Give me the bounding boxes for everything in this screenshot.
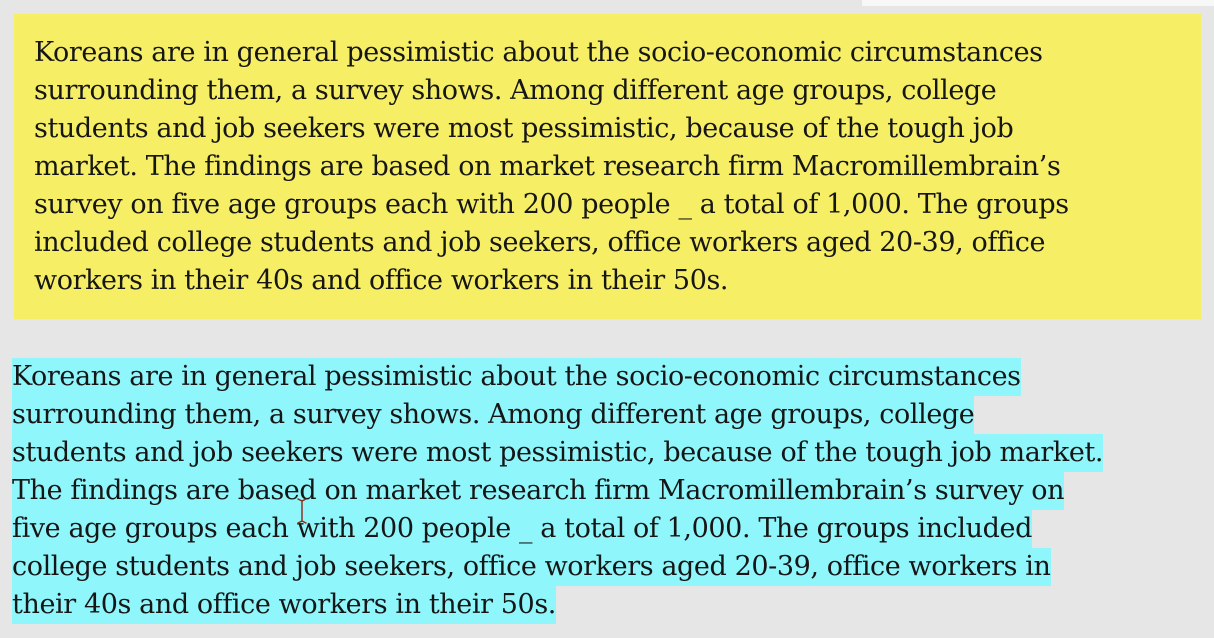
highlighted-text-line[interactable]: college students and job seekers, office… bbox=[12, 548, 1051, 586]
yellow-text-line: included college students and job seeker… bbox=[34, 227, 1046, 258]
yellow-text-box[interactable]: Koreans are in general pessimistic about… bbox=[14, 14, 1201, 319]
highlighted-text-line[interactable]: students and job seekers were most pessi… bbox=[12, 434, 1104, 472]
highlighted-text-line[interactable]: their 40s and office workers in their 50… bbox=[12, 586, 556, 624]
yellow-text-line: market. The findings are based on market… bbox=[34, 151, 1061, 182]
yellow-text-line: workers in their 40s and office workers … bbox=[34, 265, 729, 296]
text-cursor-icon bbox=[297, 498, 307, 524]
yellow-text-line: students and job seekers were most pessi… bbox=[34, 113, 1014, 144]
highlighted-text-line[interactable]: five age groups each with 200 people _ a… bbox=[12, 510, 1032, 548]
yellow-text-line: Koreans are in general pessimistic about… bbox=[34, 37, 1043, 68]
highlighted-text-line[interactable]: The findings are based on market researc… bbox=[12, 472, 1065, 510]
highlighted-text-line[interactable]: Koreans are in general pessimistic about… bbox=[12, 358, 1021, 396]
yellow-text-line: surrounding them, a survey shows. Among … bbox=[34, 75, 997, 106]
yellow-text-line: survey on five age groups each with 200 … bbox=[34, 189, 1069, 220]
highlighted-text-line[interactable]: surrounding them, a survey shows. Among … bbox=[12, 396, 975, 434]
window-edge-strip bbox=[862, 0, 1214, 6]
